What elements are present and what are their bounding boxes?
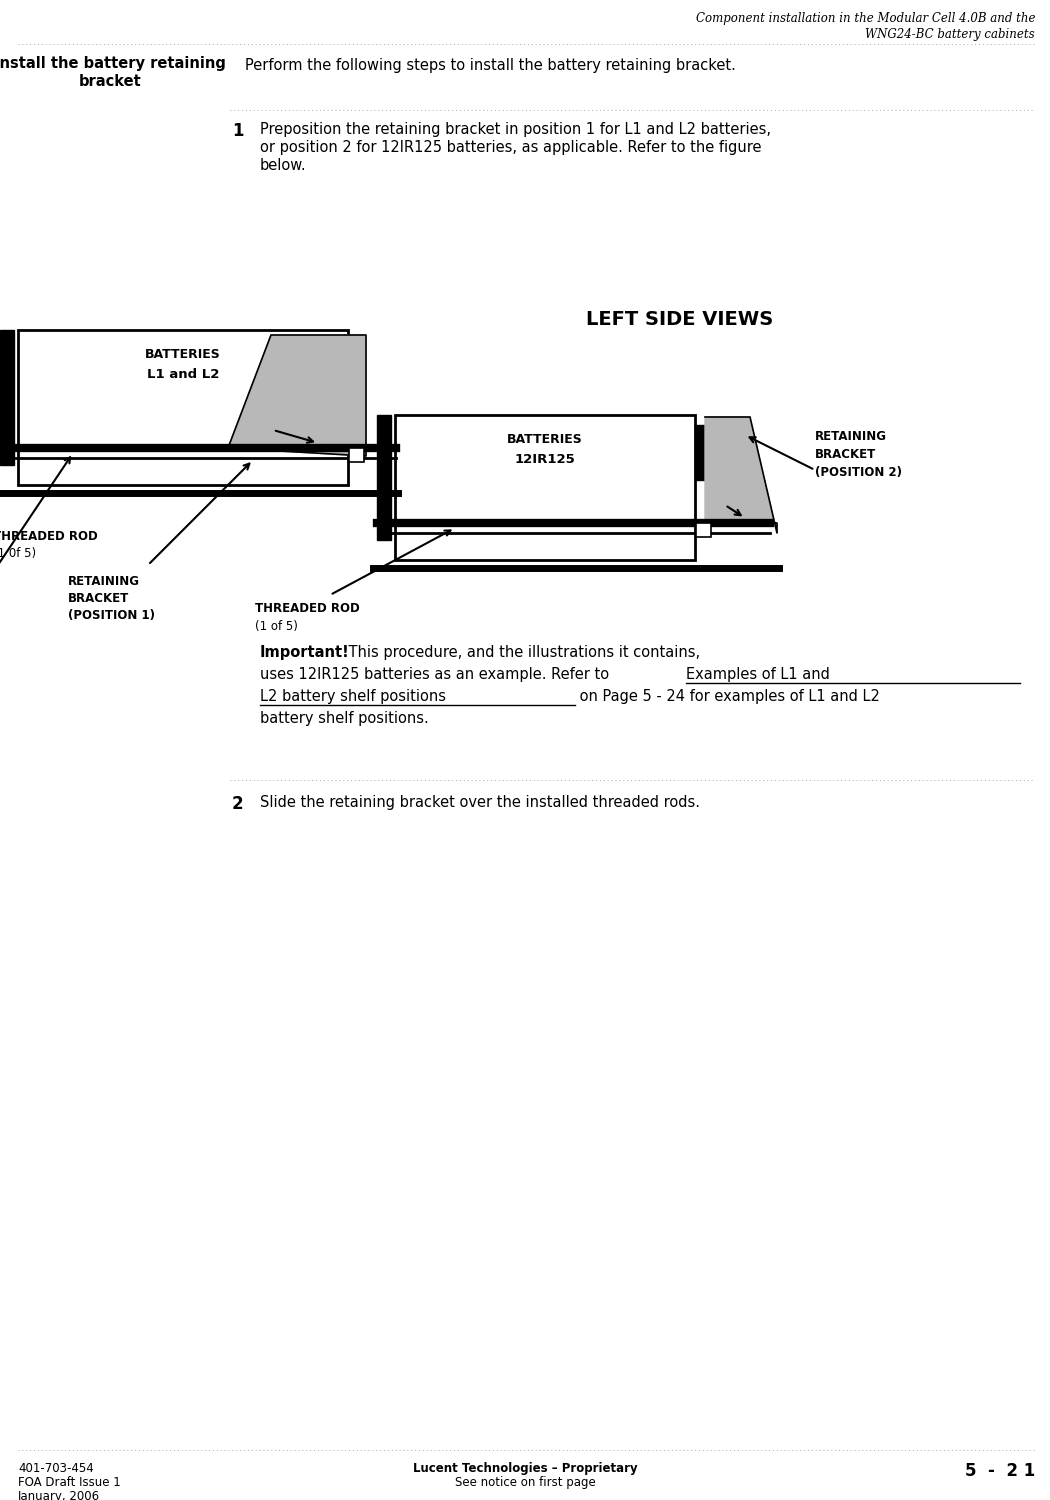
Text: January, 2006: January, 2006 <box>18 1490 100 1500</box>
Text: bracket: bracket <box>79 74 142 88</box>
Bar <box>348 345 362 405</box>
Text: (1 0f 5): (1 0f 5) <box>0 548 36 560</box>
Text: 2: 2 <box>232 795 244 813</box>
Bar <box>395 416 695 560</box>
Text: BRACKET: BRACKET <box>68 592 129 604</box>
Text: Component installation in the Modular Cell 4.0B and the: Component installation in the Modular Ce… <box>695 12 1035 26</box>
Text: (1 of 5): (1 of 5) <box>255 620 298 633</box>
Text: See notice on first page: See notice on first page <box>455 1476 595 1490</box>
Text: RETAINING: RETAINING <box>815 430 887 442</box>
Text: Examples of L1 and: Examples of L1 and <box>686 668 830 682</box>
Text: BATTERIES: BATTERIES <box>145 348 220 361</box>
Text: battery shelf positions.: battery shelf positions. <box>260 711 428 726</box>
Text: FOA Draft Issue 1: FOA Draft Issue 1 <box>18 1476 121 1490</box>
Text: Important!: Important! <box>260 645 350 660</box>
Text: uses 12IR125 batteries as an example. Refer to: uses 12IR125 batteries as an example. Re… <box>260 668 614 682</box>
Text: 5  -  2 1: 5 - 2 1 <box>965 1462 1035 1480</box>
Text: THREADED ROD: THREADED ROD <box>0 530 98 543</box>
Text: (POSITION 2): (POSITION 2) <box>815 466 902 478</box>
Text: L1 and L2: L1 and L2 <box>147 368 219 381</box>
Bar <box>377 416 391 540</box>
Bar <box>696 524 711 537</box>
Text: below.: below. <box>260 158 307 172</box>
Text: or position 2 for 12IR125 batteries, as applicable. Refer to the figure: or position 2 for 12IR125 batteries, as … <box>260 140 761 154</box>
Text: Perform the following steps to install the battery retaining bracket.: Perform the following steps to install t… <box>245 58 736 74</box>
Bar <box>349 448 364 462</box>
Text: Preposition the retaining bracket in position 1 for L1 and L2 batteries,: Preposition the retaining bracket in pos… <box>260 122 771 136</box>
Polygon shape <box>228 334 366 456</box>
Text: 401-703-454: 401-703-454 <box>18 1462 93 1474</box>
Polygon shape <box>705 417 777 532</box>
Bar <box>0 330 14 465</box>
Bar <box>18 330 348 484</box>
Text: WNG24-BC battery cabinets: WNG24-BC battery cabinets <box>865 28 1035 40</box>
Text: Slide the retaining bracket over the installed threaded rods.: Slide the retaining bracket over the ins… <box>260 795 700 810</box>
Text: 12IR125: 12IR125 <box>514 453 575 466</box>
Text: L2 battery shelf positions: L2 battery shelf positions <box>260 688 446 703</box>
Text: Lucent Technologies – Proprietary: Lucent Technologies – Proprietary <box>413 1462 637 1474</box>
Text: BRACKET: BRACKET <box>815 448 877 460</box>
Bar <box>695 424 709 480</box>
Text: BATTERIES: BATTERIES <box>507 433 583 445</box>
Text: on Page 5 - 24 for examples of L1 and L2: on Page 5 - 24 for examples of L1 and L2 <box>575 688 880 703</box>
Text: This procedure, and the illustrations it contains,: This procedure, and the illustrations it… <box>330 645 700 660</box>
Text: (POSITION 1): (POSITION 1) <box>68 609 155 622</box>
Text: Install the battery retaining: Install the battery retaining <box>0 56 226 70</box>
Text: 1: 1 <box>232 122 244 140</box>
Text: LEFT SIDE VIEWS: LEFT SIDE VIEWS <box>586 310 774 328</box>
Text: RETAINING: RETAINING <box>68 574 140 588</box>
Text: THREADED ROD: THREADED ROD <box>255 602 360 615</box>
